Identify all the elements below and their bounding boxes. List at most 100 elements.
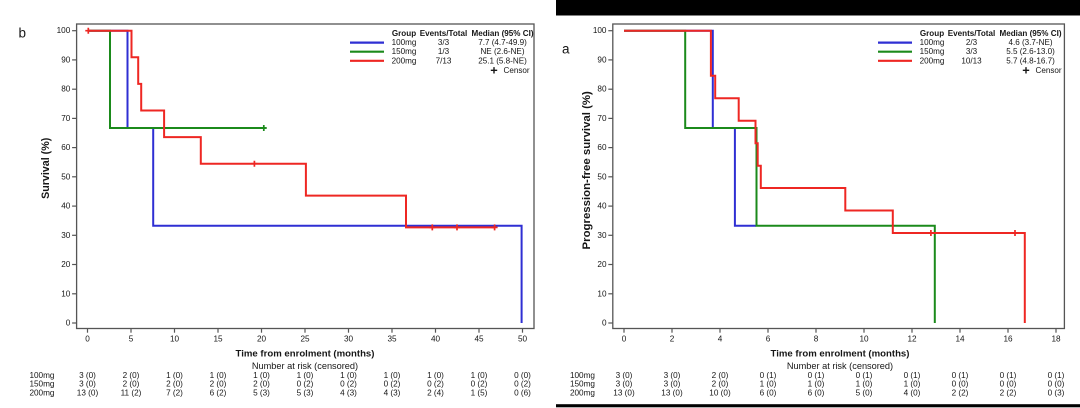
svg-text:0 (2): 0 (2) bbox=[297, 380, 314, 389]
svg-text:30: 30 bbox=[597, 231, 607, 240]
svg-text:Time from enrolment (months): Time from enrolment (months) bbox=[771, 349, 910, 360]
svg-text:40: 40 bbox=[597, 202, 607, 211]
svg-text:16: 16 bbox=[1003, 335, 1013, 344]
svg-text:2 (0): 2 (0) bbox=[166, 380, 183, 389]
svg-text:0 (2): 0 (2) bbox=[384, 380, 401, 389]
svg-text:1 (0): 1 (0) bbox=[297, 371, 314, 380]
svg-text:0 (0): 0 (0) bbox=[1048, 380, 1065, 389]
svg-text:Time from enrolment (months): Time from enrolment (months) bbox=[236, 349, 375, 360]
svg-text:11 (2): 11 (2) bbox=[121, 389, 142, 398]
svg-text:0 (1): 0 (1) bbox=[952, 371, 969, 380]
svg-text:80: 80 bbox=[61, 85, 71, 94]
svg-text:0 (3): 0 (3) bbox=[1048, 389, 1065, 398]
svg-text:1 (0): 1 (0) bbox=[856, 380, 873, 389]
svg-text:Survival (%): Survival (%) bbox=[40, 137, 52, 199]
svg-text:40: 40 bbox=[431, 335, 441, 344]
svg-text:80: 80 bbox=[597, 85, 607, 94]
svg-text:4 (0): 4 (0) bbox=[904, 389, 921, 398]
svg-text:4 (3): 4 (3) bbox=[340, 389, 357, 398]
svg-text:Events/Total: Events/Total bbox=[420, 29, 468, 38]
svg-text:2 (4): 2 (4) bbox=[427, 389, 444, 398]
svg-text:200mg: 200mg bbox=[29, 389, 54, 398]
svg-text:b: b bbox=[19, 26, 27, 41]
svg-text:25: 25 bbox=[300, 335, 310, 344]
svg-text:Events/Total: Events/Total bbox=[948, 29, 996, 38]
svg-text:100mg: 100mg bbox=[392, 38, 417, 47]
svg-text:7 (2): 7 (2) bbox=[166, 389, 183, 398]
svg-text:150mg: 150mg bbox=[570, 380, 595, 389]
svg-text:Censor: Censor bbox=[1036, 66, 1062, 75]
svg-text:0: 0 bbox=[85, 335, 90, 344]
svg-text:20: 20 bbox=[597, 260, 607, 269]
svg-text:1 (5): 1 (5) bbox=[471, 389, 488, 398]
svg-text:3 (0): 3 (0) bbox=[616, 380, 633, 389]
svg-text:20: 20 bbox=[257, 335, 267, 344]
svg-text:100: 100 bbox=[57, 26, 71, 35]
svg-text:40: 40 bbox=[61, 202, 71, 211]
svg-text:200mg: 200mg bbox=[920, 56, 945, 65]
svg-text:1 (0): 1 (0) bbox=[166, 371, 183, 380]
svg-text:0 (6): 0 (6) bbox=[514, 389, 531, 398]
svg-text:5.7 (4.8-16.7): 5.7 (4.8-16.7) bbox=[1006, 56, 1055, 65]
svg-text:2 (0): 2 (0) bbox=[712, 371, 729, 380]
svg-text:0 (0): 0 (0) bbox=[514, 371, 531, 380]
svg-text:2 (2): 2 (2) bbox=[1000, 389, 1017, 398]
svg-text:1 (0): 1 (0) bbox=[384, 371, 401, 380]
svg-text:0 (2): 0 (2) bbox=[427, 380, 444, 389]
svg-text:3 (0): 3 (0) bbox=[664, 380, 681, 389]
svg-text:0 (1): 0 (1) bbox=[760, 371, 777, 380]
svg-text:13 (0): 13 (0) bbox=[613, 389, 635, 398]
svg-text:18: 18 bbox=[1051, 335, 1061, 344]
svg-text:Number at risk (censored): Number at risk (censored) bbox=[787, 361, 893, 371]
svg-text:60: 60 bbox=[597, 143, 607, 152]
svg-text:0 (2): 0 (2) bbox=[471, 380, 488, 389]
svg-text:150mg: 150mg bbox=[392, 47, 417, 56]
svg-text:0 (2): 0 (2) bbox=[514, 380, 531, 389]
svg-text:3 (0): 3 (0) bbox=[616, 371, 633, 380]
svg-text:13 (0): 13 (0) bbox=[77, 389, 99, 398]
svg-text:4.6 (3.7-NE): 4.6 (3.7-NE) bbox=[1008, 38, 1052, 47]
svg-text:70: 70 bbox=[597, 114, 607, 123]
svg-text:30: 30 bbox=[344, 335, 354, 344]
svg-text:1 (0): 1 (0) bbox=[471, 371, 488, 380]
svg-text:5: 5 bbox=[129, 335, 134, 344]
svg-text:0 (0): 0 (0) bbox=[952, 380, 969, 389]
svg-text:2 (0): 2 (0) bbox=[123, 380, 140, 389]
svg-text:2 (0): 2 (0) bbox=[712, 380, 729, 389]
svg-text:1 (0): 1 (0) bbox=[760, 380, 777, 389]
svg-text:100: 100 bbox=[593, 26, 607, 35]
svg-text:0: 0 bbox=[66, 319, 71, 328]
svg-text:2 (2): 2 (2) bbox=[952, 389, 969, 398]
svg-text:0 (1): 0 (1) bbox=[904, 371, 921, 380]
svg-text:Median (95% CI): Median (95% CI) bbox=[471, 29, 533, 38]
svg-text:1 (0): 1 (0) bbox=[340, 371, 357, 380]
svg-text:8: 8 bbox=[814, 335, 819, 344]
svg-text:150mg: 150mg bbox=[920, 47, 945, 56]
svg-text:0: 0 bbox=[622, 335, 627, 344]
svg-text:3 (0): 3 (0) bbox=[79, 380, 96, 389]
svg-text:20: 20 bbox=[61, 260, 71, 269]
svg-text:90: 90 bbox=[61, 55, 71, 64]
svg-text:Group: Group bbox=[920, 29, 944, 38]
svg-text:1/3: 1/3 bbox=[438, 47, 450, 56]
svg-text:200mg: 200mg bbox=[392, 56, 417, 65]
svg-text:0 (2): 0 (2) bbox=[340, 380, 357, 389]
svg-text:35: 35 bbox=[387, 335, 397, 344]
svg-text:1 (0): 1 (0) bbox=[904, 380, 921, 389]
svg-text:1 (0): 1 (0) bbox=[808, 380, 825, 389]
svg-text:2 (0): 2 (0) bbox=[210, 380, 227, 389]
svg-text:Median (95% CI): Median (95% CI) bbox=[999, 29, 1061, 38]
svg-text:50: 50 bbox=[597, 172, 607, 181]
svg-text:45: 45 bbox=[474, 335, 484, 344]
svg-text:10: 10 bbox=[61, 289, 71, 298]
svg-text:3/3: 3/3 bbox=[966, 47, 978, 56]
svg-text:4: 4 bbox=[718, 335, 723, 344]
svg-text:200mg: 200mg bbox=[570, 389, 595, 398]
svg-text:3 (0): 3 (0) bbox=[664, 371, 681, 380]
svg-text:70: 70 bbox=[61, 114, 71, 123]
svg-text:25.1 (5.8-NE): 25.1 (5.8-NE) bbox=[478, 56, 527, 65]
svg-text:5 (0): 5 (0) bbox=[856, 389, 873, 398]
svg-text:50: 50 bbox=[518, 335, 528, 344]
svg-text:5.5 (2.6-13.0): 5.5 (2.6-13.0) bbox=[1006, 47, 1055, 56]
svg-text:15: 15 bbox=[213, 335, 223, 344]
